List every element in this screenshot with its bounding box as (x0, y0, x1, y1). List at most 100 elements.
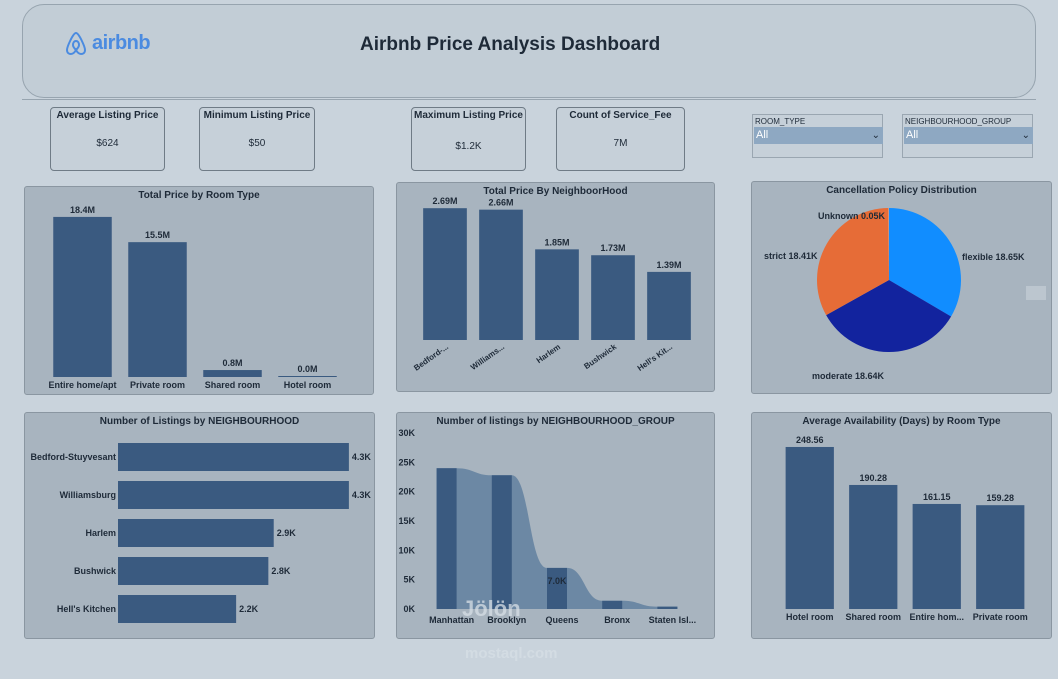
category-label: Manhattan (429, 615, 474, 625)
data-label: 2.69M (432, 196, 457, 206)
y-tick-label: 5K (403, 575, 415, 585)
data-label: 2.9K (277, 528, 297, 538)
data-label: 161.15 (923, 492, 951, 502)
page-title: Airbnb Price Analysis Dashboard (360, 34, 661, 55)
panel-availability[interactable]: Average Availability (Days) by Room Type… (751, 412, 1052, 639)
slicer-value: All (756, 129, 769, 141)
slicer-room-type[interactable]: ROOM_TYPE All ⌄ (752, 114, 883, 158)
chart-price-room-type: 18.4M Entire home/apt 15.5M Private room 0.8… (48, 205, 337, 390)
bar (647, 271, 691, 340)
category-label: Bedford-... (412, 342, 450, 372)
bar (657, 606, 678, 609)
panel-price-neighbourhood[interactable]: Total Price By NeighboorHood 2.69M Bedfor… (396, 182, 715, 392)
chart-title: Average Availability (Days) by Room Type (802, 416, 1001, 427)
data-label: 2.2K (239, 604, 259, 614)
y-tick-label: 25K (398, 457, 415, 467)
watermark-logo: Jölön (462, 596, 521, 621)
pie-slice (826, 280, 952, 352)
pie-slice (817, 208, 889, 316)
category-label: Private room (130, 380, 185, 390)
panel-price-room-type[interactable]: Total Price by Room Type 18.4M Entire hom… (24, 186, 374, 395)
card-minimum-price: Minimum Listing Price $50 (199, 107, 315, 171)
category-label: Brooklyn (487, 615, 526, 625)
bar (423, 208, 467, 340)
data-label: 190.28 (859, 473, 887, 483)
slice-label: Unknown 0.05K (818, 211, 886, 221)
category-label: Hell's Kitchen (57, 604, 116, 614)
bar (479, 209, 523, 340)
category-label: Bushwick (582, 342, 618, 371)
card-value: $624 (96, 138, 119, 149)
bar (849, 484, 898, 609)
header-frame (22, 4, 1036, 100)
bar (53, 216, 112, 377)
chart-listings-group: 0K 5K 10K 15K 20K 25K 30K Manhattan Brooklyn Quee… (398, 428, 697, 625)
logo-text: airbnb (92, 31, 151, 54)
slice-label: strict 18.41K (764, 251, 818, 261)
category-label: Private room (973, 612, 1028, 622)
data-label: 4.3K (352, 490, 372, 500)
card-value: $1.2K (455, 141, 482, 152)
y-tick-label: 15K (398, 516, 415, 526)
chart-title: Total Price by Room Type (138, 190, 260, 201)
slicer-neighbourhood-group[interactable]: NEIGHBOURHOOD_GROUP All ⌄ (902, 114, 1033, 158)
data-label: 2.66M (488, 198, 513, 208)
bar (118, 557, 269, 585)
neighbourhood-group-select[interactable]: All ⌄ (904, 127, 1033, 144)
chart-availability: 248.56 Hotel room 190.28 Shared room 161.15 E… (785, 435, 1028, 622)
card-maximum-price: Maximum Listing Price $1.2K (411, 107, 526, 171)
category-label: Williamsburg (60, 490, 116, 500)
category-label: Hell's Kit... (636, 342, 674, 373)
data-label: 7.0K (547, 576, 567, 586)
y-tick-label: 0K (403, 604, 415, 614)
chart-cancellation-policy: flexible 18.65K moderate 18.64K strict 18.… (764, 208, 1046, 381)
data-label: 1.39M (656, 260, 681, 270)
pie-slice (889, 208, 961, 317)
data-label: 15.5M (145, 230, 170, 240)
card-label: Average Listing Price (56, 110, 159, 121)
category-label: Entire home/apt (48, 380, 116, 390)
category-label: Shared room (205, 380, 261, 390)
slicer-label: NEIGHBOURHOOD_GROUP (905, 117, 1012, 126)
data-label: 0.0M (297, 364, 317, 374)
airbnb-icon (65, 31, 87, 56)
category-label: Harlem (85, 528, 116, 538)
data-label: 1.85M (544, 237, 569, 247)
bar (912, 503, 961, 609)
y-tick-label: 20K (398, 487, 415, 497)
bar (118, 595, 237, 623)
data-label: 18.4M (70, 205, 95, 215)
y-tick-label: 10K (398, 545, 415, 555)
card-label: Count of Service_Fee (569, 110, 672, 121)
chevron-down-icon[interactable]: ⌄ (1021, 130, 1030, 141)
bar (436, 468, 457, 609)
bar (118, 443, 349, 471)
panel-listings-neighbourhood[interactable]: Number of Listings by NEIGHBOURHOOD 4.3K… (24, 412, 375, 639)
chart-price-neighbourhood: 2.69M Bedford-... 2.66M Williams... 1.85M Har… (412, 196, 691, 373)
bar (591, 255, 635, 340)
category-label: Entire hom... (909, 612, 964, 622)
chevron-down-icon[interactable]: ⌄ (871, 130, 880, 141)
card-label: Minimum Listing Price (203, 110, 311, 121)
slicer-label: ROOM_TYPE (755, 117, 806, 126)
category-label: Harlem (535, 342, 562, 365)
legend-box (1026, 286, 1046, 300)
panel-cancellation-policy[interactable]: Cancellation Policy Distribution flexibl… (751, 181, 1052, 394)
data-label: 2.8K (271, 566, 291, 576)
category-label: Staten Isl... (649, 615, 697, 625)
bar (602, 600, 623, 609)
chart-title: Cancellation Policy Distribution (826, 185, 977, 196)
room-type-select[interactable]: All ⌄ (754, 127, 883, 144)
chart-title: Total Price By NeighboorHood (483, 186, 628, 197)
category-label: Queens (545, 615, 578, 625)
card-service-fee-count: Count of Service_Fee 7M (556, 107, 685, 171)
header-banner (22, 4, 1036, 98)
slice-label: flexible 18.65K (962, 252, 1025, 262)
category-label: Bushwick (74, 566, 117, 576)
category-label: Bronx (604, 615, 630, 625)
panel-listings-group[interactable]: Number of listings by NEIGHBOURHOOD_GROU… (396, 412, 715, 639)
slice-label: moderate 18.64K (812, 371, 885, 381)
bar (976, 505, 1025, 609)
bar (118, 519, 274, 547)
category-label: Bedford-Stuyvesant (30, 452, 116, 462)
